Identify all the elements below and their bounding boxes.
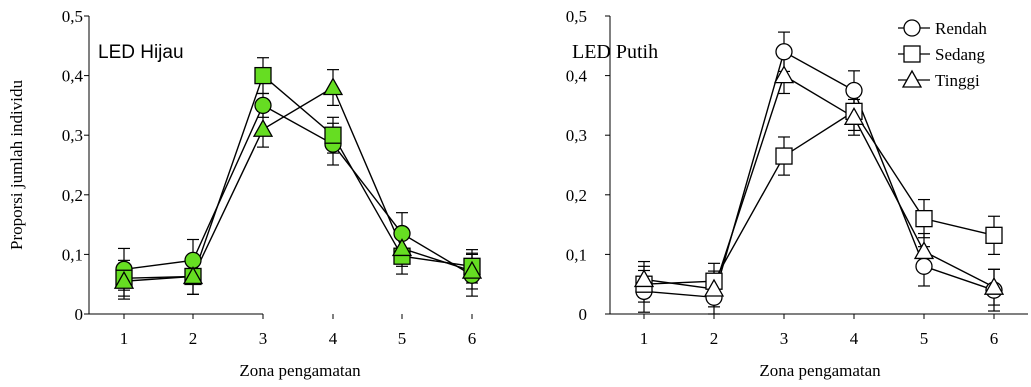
y-tick-label: 0,3 bbox=[566, 126, 587, 145]
data-point bbox=[461, 260, 483, 279]
x-tick-label: 6 bbox=[990, 329, 999, 348]
data-point bbox=[254, 66, 272, 85]
x-tick-label: 2 bbox=[189, 329, 198, 348]
y-tick-label: 0,2 bbox=[62, 186, 83, 205]
chart-panel-2: 0 0,1 0,2 0,3 0,4 0,5 1 2 3 4 5 6 Zona pengamatan LED… bbox=[566, 7, 1028, 380]
data-point bbox=[913, 241, 935, 260]
data-point bbox=[184, 251, 202, 270]
data-point bbox=[633, 269, 655, 288]
data-point bbox=[703, 278, 725, 297]
x-tick-label: 5 bbox=[920, 329, 929, 348]
data-point bbox=[903, 19, 921, 37]
y-tick-label: 0,3 bbox=[62, 126, 83, 145]
x-tick-label: 5 bbox=[398, 329, 407, 348]
y-tick-label: 0,4 bbox=[62, 67, 84, 86]
data-point bbox=[983, 276, 1005, 295]
series-sedang bbox=[118, 57, 478, 297]
data-point bbox=[843, 106, 865, 125]
data-point bbox=[775, 147, 793, 165]
data-point bbox=[915, 209, 933, 228]
data-point bbox=[773, 65, 795, 84]
x-tick-label: 4 bbox=[850, 329, 859, 348]
data-point bbox=[775, 43, 793, 61]
legend-label: Rendah bbox=[935, 19, 987, 38]
legend: Rendah Sedang Tinggi bbox=[898, 19, 987, 90]
series-tinggi bbox=[638, 57, 1000, 308]
chart-title: LED Putih bbox=[572, 41, 658, 63]
series-line bbox=[123, 104, 473, 276]
x-tick-label: 4 bbox=[329, 329, 338, 348]
data-point bbox=[252, 118, 274, 137]
x-tick-label: 1 bbox=[640, 329, 649, 348]
markers-tinggi bbox=[633, 65, 1005, 297]
markers-sedang bbox=[115, 66, 481, 287]
data-point bbox=[901, 69, 923, 88]
y-tick-label: 0,1 bbox=[62, 245, 83, 264]
x-tick-label: 3 bbox=[780, 329, 789, 348]
y-tick-label: 0 bbox=[579, 305, 588, 324]
legend-item-rendah: Rendah bbox=[898, 19, 987, 38]
data-point bbox=[985, 226, 1003, 244]
y-axis-label: Proporsi jumlah individu bbox=[7, 80, 26, 251]
series-line bbox=[643, 74, 995, 290]
chart-panel-1: 0 0,1 0,2 0,3 0,4 0,5 1 2 3 4 5 6 Zona pengamatan Pro… bbox=[7, 7, 483, 380]
y-tick-label: 0,2 bbox=[566, 186, 587, 205]
series-line bbox=[123, 86, 473, 282]
y-tick-label: 0,5 bbox=[62, 7, 83, 26]
legend-item-tinggi: Tinggi bbox=[898, 69, 980, 90]
y-tick-label: 0,4 bbox=[566, 67, 588, 86]
y-tick-label: 0 bbox=[75, 305, 84, 324]
data-point bbox=[113, 270, 135, 289]
legend-label: Tinggi bbox=[935, 71, 980, 90]
chart-title: LED Hijau bbox=[98, 42, 184, 63]
x-tick-label: 3 bbox=[259, 329, 268, 348]
data-point bbox=[391, 238, 413, 257]
series-rendah bbox=[118, 92, 478, 297]
data-point bbox=[324, 126, 342, 144]
data-point bbox=[254, 96, 272, 115]
x-axis-label: Zona pengamatan bbox=[759, 361, 881, 380]
y-tick-label: 0,1 bbox=[566, 245, 587, 264]
data-point bbox=[845, 81, 863, 100]
series-line bbox=[643, 110, 995, 285]
series-line bbox=[123, 74, 473, 279]
data-point bbox=[915, 257, 933, 275]
markers-tinggi bbox=[113, 77, 483, 289]
series-sedang bbox=[638, 91, 1000, 303]
data-point bbox=[322, 77, 344, 96]
x-tick-label: 1 bbox=[120, 329, 129, 348]
data-point bbox=[903, 45, 921, 63]
series-tinggi bbox=[118, 69, 478, 300]
data-point bbox=[182, 266, 204, 285]
series-line bbox=[643, 50, 995, 299]
x-axis-label: Zona pengamatan bbox=[239, 361, 361, 380]
legend-label: Sedang bbox=[935, 45, 986, 64]
y-tick-label: 0,5 bbox=[566, 7, 587, 26]
x-tick-label: 6 bbox=[468, 329, 477, 348]
x-tick-label: 2 bbox=[710, 329, 719, 348]
legend-item-sedang: Sedang bbox=[898, 45, 986, 64]
